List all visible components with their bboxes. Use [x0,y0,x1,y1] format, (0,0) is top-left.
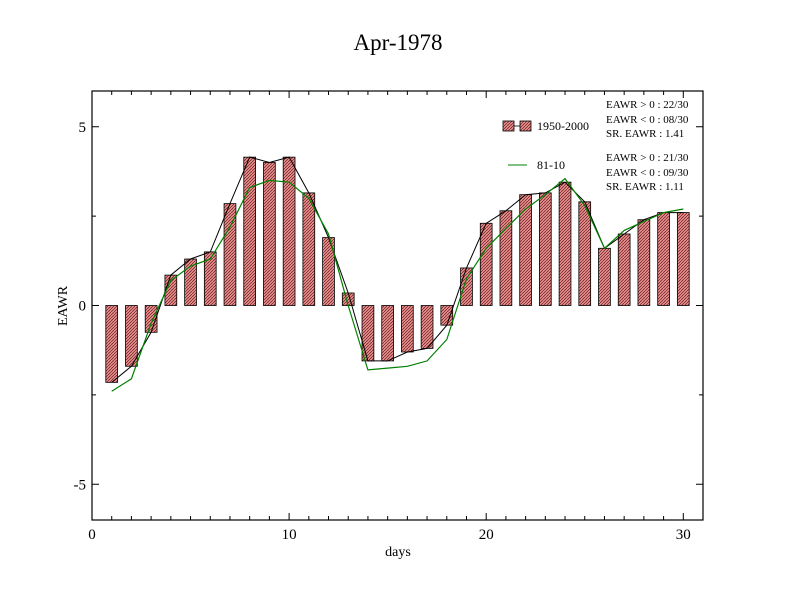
bars-1950-2000 [105,156,690,383]
stats-line: EAWR < 0 : 09/30 [606,166,689,179]
x-axis-label: days [385,545,411,560]
x-tick-label: 20 [479,527,494,543]
y-tick-label: -5 [74,477,87,493]
x-tick-label: 30 [676,527,691,543]
bar [479,222,493,306]
stats-line: EAWR > 0 : 22/30 [606,99,689,111]
y-tick-label: 5 [79,120,87,136]
stats-line: EAWR < 0 : 08/30 [606,113,689,126]
bar [302,192,316,306]
series-line-1950-2000 [111,156,684,383]
legend-swatch-left-1950-2000 [502,120,515,132]
legend-label-81-10: 81-10 [537,158,565,172]
bar [282,156,296,306]
bar [125,305,138,367]
bar [401,305,414,353]
stats-line: SR. EAWR : 1.41 [606,128,685,140]
legend: 1950-2000 81-10 [502,119,589,172]
bar [361,305,375,362]
x-tick-label: 0 [88,527,96,543]
stats-1950-2000: EAWR > 0 : 22/30 EAWR < 0 : 08/30 SR. EA… [606,98,688,142]
bar [243,156,256,306]
legend-swatch-right-1950-2000 [519,120,532,132]
stats-line: EAWR > 0 : 21/30 [606,152,689,164]
x-tick-label: 10 [282,527,297,543]
y-axis-label: EAWR [56,285,71,326]
bar [519,194,532,306]
chart-title: Apr-1978 [354,30,443,55]
bar [637,219,651,306]
bar [460,267,473,306]
legend-label-1950-2000: 1950-2000 [537,119,589,133]
bar [420,305,434,349]
bar [676,212,690,306]
bar [657,212,670,306]
stats-81-10: EAWR > 0 : 21/30 EAWR < 0 : 09/30 SR. EA… [606,151,688,195]
bar [539,192,552,306]
bar [381,305,394,362]
bar [558,181,572,306]
stats-line: SR. EAWR : 1.11 [606,181,684,193]
y-tick-label: 0 [79,299,87,315]
series-line-81-10 [111,177,684,392]
series-lines [111,156,684,392]
bar [440,305,454,326]
bar [105,305,119,383]
bar [263,162,276,306]
bar [617,233,631,306]
bar [578,201,592,306]
axis-ticks: 0 10 20 30 -5 0 5 [74,91,704,543]
bar [598,247,611,306]
